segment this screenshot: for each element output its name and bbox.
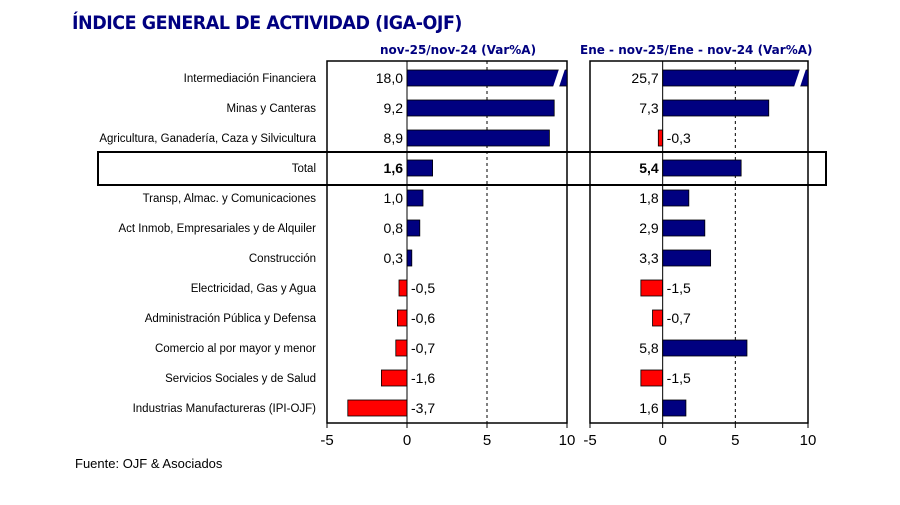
data-label: 25,7: [631, 70, 658, 86]
bar: [662, 99, 770, 117]
bar: [662, 69, 809, 87]
data-label: 8,9: [384, 130, 404, 146]
data-label: 18,0: [376, 70, 403, 86]
data-label: -3,7: [411, 400, 435, 416]
bar: [662, 219, 706, 237]
x-tick-label: 10: [800, 432, 817, 449]
bar: [406, 159, 434, 177]
data-label: 1,6: [384, 160, 404, 176]
bar: [395, 339, 408, 357]
data-label: 0,3: [384, 250, 404, 266]
left-panel-title: nov-25/nov-24 (Var%A): [380, 43, 537, 57]
category-label: Total: [292, 163, 316, 175]
data-label: 7,3: [639, 100, 659, 116]
bar: [398, 279, 408, 297]
data-label: -0,3: [667, 130, 691, 146]
total-highlight-box: [97, 151, 827, 186]
category-label: Servicios Sociales y de Salud: [165, 373, 316, 385]
data-label: -1,5: [667, 280, 691, 296]
category-label: Construcción: [249, 253, 316, 265]
bar: [406, 219, 421, 237]
data-label: -1,5: [667, 370, 691, 386]
bar: [652, 309, 664, 327]
data-label: 9,2: [384, 100, 404, 116]
data-label: 1,0: [384, 190, 404, 206]
bar: [406, 69, 568, 87]
category-label: Electricidad, Gas y Agua: [191, 283, 317, 295]
category-label: Agricultura, Ganadería, Caza y Silvicult…: [99, 133, 316, 145]
bar: [640, 279, 664, 297]
data-label: 3,3: [639, 250, 659, 266]
category-label: Intermediación Financiera: [184, 73, 317, 85]
chart-title: ÍNDICE GENERAL DE ACTIVIDAD (IGA-OJF): [72, 12, 462, 34]
data-label: -0,6: [411, 310, 435, 326]
source-note: Fuente: OJF & Asociados: [75, 456, 223, 471]
data-label: 5,8: [639, 340, 659, 356]
x-tick-label: 0: [658, 432, 666, 449]
axis-break-mark: [794, 69, 806, 87]
data-label: -1,6: [411, 370, 435, 386]
x-tick-label: 5: [483, 432, 491, 449]
axis-break-mark: [553, 69, 565, 87]
bar: [347, 399, 408, 417]
data-label: 1,8: [639, 190, 659, 206]
data-label: -0,5: [411, 280, 435, 296]
x-tick-label: 0: [403, 432, 411, 449]
plot-area: [326, 60, 568, 424]
bar: [662, 399, 687, 417]
category-label: Industrias Manufactureras (IPI-OJF): [133, 403, 317, 415]
bar: [380, 369, 408, 387]
bar: [406, 249, 413, 267]
bar: [396, 309, 408, 327]
data-label: 1,6: [639, 400, 659, 416]
category-label: Minas y Canteras: [227, 103, 317, 115]
data-label: -0,7: [411, 340, 435, 356]
category-label: Transp, Almac. y Comunicaciones: [143, 193, 317, 205]
data-label: -0,7: [667, 310, 691, 326]
data-label: 2,9: [639, 220, 659, 236]
bar: [406, 99, 555, 117]
bar: [662, 339, 748, 357]
bar: [657, 129, 664, 147]
x-tick-label: 5: [731, 432, 739, 449]
bar: [662, 249, 712, 267]
x-tick-label: -5: [583, 432, 596, 449]
bar: [662, 159, 742, 177]
bar: [406, 189, 424, 207]
plot-area: [589, 60, 809, 424]
category-label: Act Inmob, Empresariales y de Alquiler: [118, 223, 316, 235]
x-tick-label: 10: [559, 432, 576, 449]
bar: [640, 369, 664, 387]
category-label: Comercio al por mayor y menor: [155, 343, 316, 355]
bar: [662, 189, 690, 207]
category-label: Administración Pública y Defensa: [145, 313, 317, 325]
x-tick-label: -5: [320, 432, 333, 449]
data-label: 0,8: [384, 220, 404, 236]
bar: [406, 129, 550, 147]
data-label: 5,4: [639, 160, 659, 176]
right-panel-title: Ene - nov-25/Ene - nov-24 (Var%A): [580, 43, 813, 57]
